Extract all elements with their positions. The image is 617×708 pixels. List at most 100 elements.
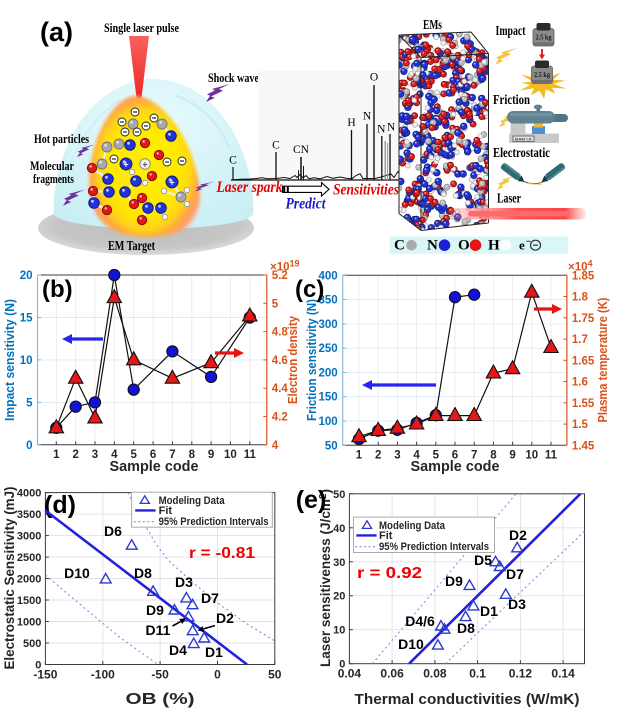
svg-text:r = -0.81: r = -0.81 xyxy=(189,545,255,562)
svg-text:5: 5 xyxy=(433,449,440,461)
svg-text:50: 50 xyxy=(268,668,282,682)
svg-text:4000: 4000 xyxy=(17,488,41,500)
svg-text:8: 8 xyxy=(189,449,196,461)
svg-text:150: 150 xyxy=(319,392,338,404)
svg-text:3: 3 xyxy=(394,449,400,461)
svg-text:400: 400 xyxy=(319,270,338,282)
svg-text:1.7: 1.7 xyxy=(572,334,588,346)
svg-text:4.8: 4.8 xyxy=(272,327,289,339)
svg-text:Laser: Laser xyxy=(497,192,521,207)
svg-text:2.5 kg: 2.5 kg xyxy=(536,34,552,42)
svg-text:0.08: 0.08 xyxy=(423,667,447,681)
svg-text:Thermal conductivities (W/mK): Thermal conductivities (W/mK) xyxy=(355,691,580,708)
svg-text:50: 50 xyxy=(333,489,345,501)
svg-text:7: 7 xyxy=(471,449,477,461)
svg-text:D4: D4 xyxy=(169,642,187,658)
svg-text:1.65: 1.65 xyxy=(572,355,595,367)
svg-text:10: 10 xyxy=(525,449,538,461)
svg-text:Laser spark: Laser spark xyxy=(216,179,283,196)
svg-text:4.6: 4.6 xyxy=(272,355,288,367)
svg-text:Electron density: Electron density xyxy=(286,316,300,404)
svg-text:(c): (c) xyxy=(295,276,324,303)
svg-text:0: 0 xyxy=(35,660,41,672)
svg-text:9: 9 xyxy=(509,449,515,461)
svg-text:D7: D7 xyxy=(506,566,524,582)
svg-text:D6: D6 xyxy=(104,523,122,539)
svg-text:11: 11 xyxy=(244,449,257,461)
svg-text:1.85: 1.85 xyxy=(572,270,595,282)
svg-text:D3: D3 xyxy=(175,574,193,590)
svg-text:D9: D9 xyxy=(445,573,463,589)
svg-text:Shock wave: Shock wave xyxy=(208,70,259,85)
svg-text:5: 5 xyxy=(26,397,33,409)
svg-text:Impact: Impact xyxy=(496,24,526,39)
svg-text:Modeling Data: Modeling Data xyxy=(379,520,446,532)
svg-text:D4/6: D4/6 xyxy=(405,613,435,629)
svg-text:Impact sensitivity (N): Impact sensitivity (N) xyxy=(3,299,17,421)
svg-text:10: 10 xyxy=(333,625,345,637)
svg-text:1500: 1500 xyxy=(17,595,41,607)
svg-text:Friction sensitivity (N): Friction sensitivity (N) xyxy=(305,299,319,421)
svg-text:O: O xyxy=(370,72,378,84)
svg-text:-150: -150 xyxy=(33,668,57,682)
svg-text:500: 500 xyxy=(23,638,41,650)
svg-text:4.4: 4.4 xyxy=(272,383,289,395)
svg-text:1000: 1000 xyxy=(17,617,41,629)
svg-text:D1: D1 xyxy=(480,603,498,619)
svg-text:-50: -50 xyxy=(151,668,169,682)
svg-text:50: 50 xyxy=(325,440,338,452)
svg-text:6: 6 xyxy=(150,449,156,461)
svg-text:N: N xyxy=(387,122,396,134)
svg-text:N: N xyxy=(427,238,438,254)
svg-text:e: e xyxy=(519,238,525,253)
svg-text:0.1: 0.1 xyxy=(469,667,486,681)
svg-text:D10: D10 xyxy=(398,636,424,652)
svg-text:1.6: 1.6 xyxy=(572,377,588,389)
svg-text:(b): (b) xyxy=(42,276,73,303)
svg-text:2.5 kg: 2.5 kg xyxy=(534,71,550,79)
svg-text:(d): (d) xyxy=(44,491,76,519)
svg-text:D9: D9 xyxy=(146,602,164,618)
svg-text:EM Target: EM Target xyxy=(108,238,155,253)
svg-text:N: N xyxy=(377,124,386,136)
svg-text:C: C xyxy=(394,238,405,254)
svg-text:Single laser pulse: Single laser pulse xyxy=(104,20,179,35)
svg-text:40: 40 xyxy=(333,523,345,535)
svg-text:2: 2 xyxy=(72,449,78,461)
svg-text:D10: D10 xyxy=(64,565,90,581)
svg-text:3000: 3000 xyxy=(17,531,41,543)
svg-text:Predict: Predict xyxy=(286,196,327,213)
svg-text:D8: D8 xyxy=(457,620,475,636)
svg-text:Fit: Fit xyxy=(159,505,173,517)
svg-text:0.06: 0.06 xyxy=(380,667,404,681)
svg-text:4: 4 xyxy=(413,449,420,461)
svg-text:1.5: 1.5 xyxy=(572,419,589,431)
svg-text:Molecular: Molecular xyxy=(30,158,74,173)
svg-text:4.2: 4.2 xyxy=(272,412,288,424)
svg-text:D5: D5 xyxy=(474,552,492,568)
svg-text:1.8: 1.8 xyxy=(572,292,589,304)
svg-text:0.12: 0.12 xyxy=(509,667,533,681)
svg-text:Sample code: Sample code xyxy=(110,458,199,475)
svg-text:4: 4 xyxy=(111,449,118,461)
svg-text:0.14: 0.14 xyxy=(551,667,575,681)
svg-text:95% Prediction Intervals: 95% Prediction Intervals xyxy=(379,541,489,553)
svg-text:(a): (a) xyxy=(40,17,73,47)
svg-text:7: 7 xyxy=(169,449,175,461)
svg-text:100: 100 xyxy=(319,416,338,428)
svg-text:0.04: 0.04 xyxy=(338,667,362,681)
svg-text:3500: 3500 xyxy=(17,509,41,521)
svg-text:4: 4 xyxy=(272,440,279,452)
svg-text:(e): (e) xyxy=(296,486,327,514)
svg-text:250: 250 xyxy=(319,343,338,355)
svg-text:3: 3 xyxy=(92,449,98,461)
svg-text:1.75: 1.75 xyxy=(572,313,595,325)
svg-text:OB (%): OB (%) xyxy=(126,691,195,708)
svg-text:D8: D8 xyxy=(134,565,152,581)
svg-text:BAM l.fr: BAM l.fr xyxy=(515,137,532,142)
svg-text:Fit: Fit xyxy=(379,530,393,542)
svg-text:11: 11 xyxy=(545,449,558,461)
svg-text:1.45: 1.45 xyxy=(572,440,595,452)
svg-text:Laser sensitiveness (J/cm2): Laser sensitiveness (J/cm2) xyxy=(318,489,333,667)
svg-text:C: C xyxy=(272,140,280,152)
